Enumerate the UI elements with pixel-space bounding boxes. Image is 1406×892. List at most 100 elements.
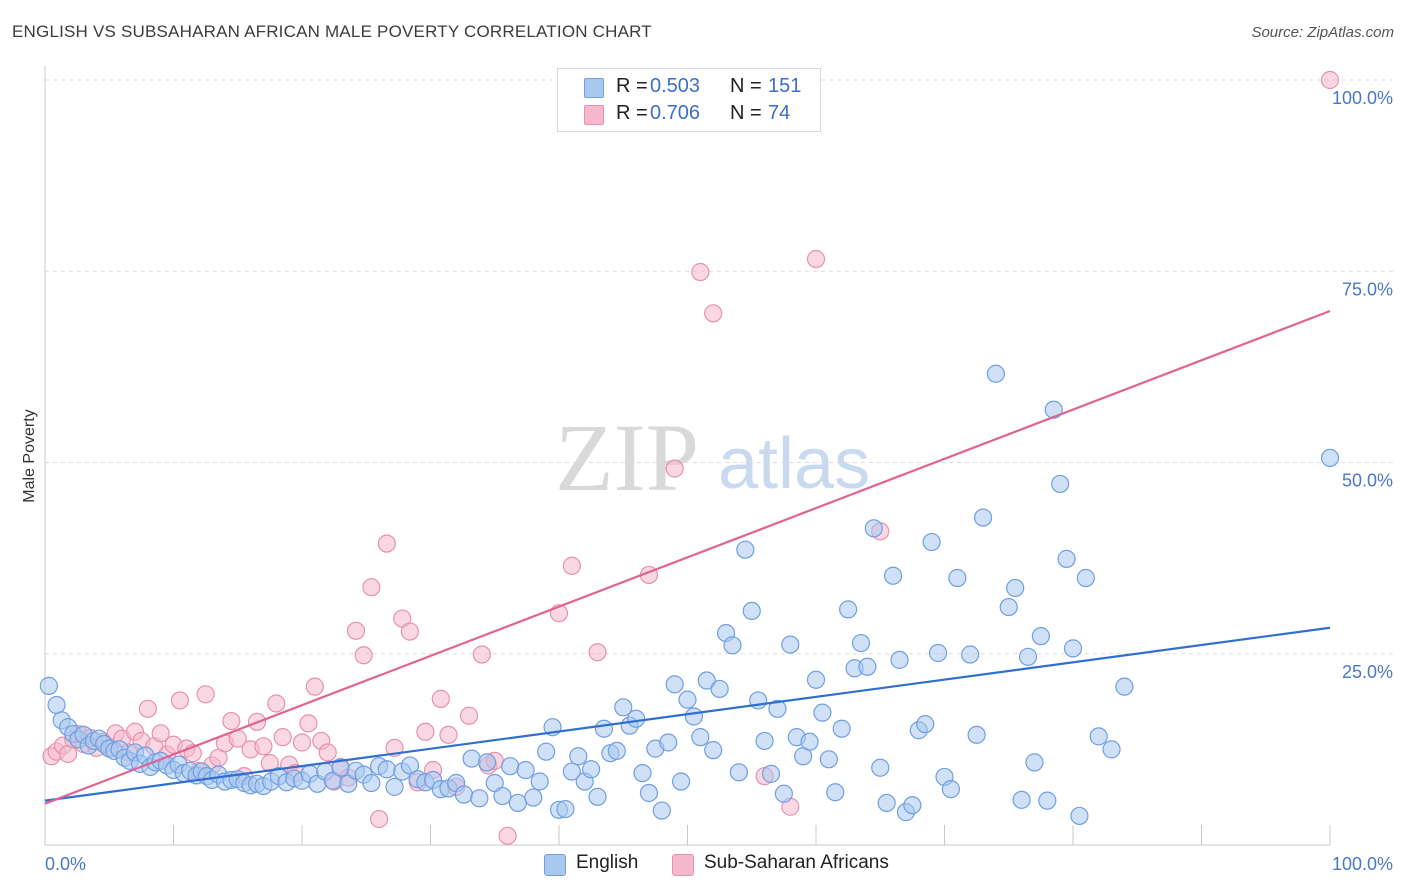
- english-point: [839, 600, 858, 619]
- subsaharan-point: [370, 809, 389, 829]
- tick-labels: 25.0% 50.0% 75.0% 100.0% 0.0% 100.0%: [45, 88, 1393, 874]
- english-point: [470, 789, 489, 808]
- english-point: [652, 801, 671, 820]
- english-point: [704, 741, 723, 760]
- english-point: [1018, 647, 1038, 666]
- y-tick-label: 25.0%: [1342, 662, 1393, 682]
- english-point: [916, 715, 935, 734]
- english-point: [723, 636, 742, 655]
- subsaharan-point: [292, 733, 312, 752]
- legend-n-value: 74: [768, 102, 791, 124]
- subsaharan-point: [254, 737, 273, 756]
- legend-r-label: R =: [616, 102, 648, 124]
- y-tick-label: 100.0%: [1332, 88, 1393, 108]
- trend-lines: [44, 310, 1331, 805]
- subsaharan-point: [704, 304, 723, 323]
- english-point: [697, 671, 716, 690]
- english-point: [1012, 790, 1031, 809]
- english-point: [999, 597, 1018, 617]
- legend-swatch-english: [584, 78, 604, 98]
- english-point: [851, 633, 871, 653]
- english-point: [755, 731, 774, 751]
- legend-n-label: N =: [730, 75, 762, 97]
- bottom-legend-swatch-subsaharan: [672, 854, 694, 876]
- english-trend-line: [44, 626, 1331, 802]
- subsaharan-point: [691, 262, 710, 282]
- english-point: [877, 793, 896, 813]
- english-point: [781, 635, 800, 654]
- english-point: [826, 783, 845, 802]
- english-point: [948, 568, 967, 588]
- legend-n-label: N =: [730, 102, 762, 124]
- subsaharan-point: [416, 722, 435, 741]
- bottom-legend-label-subsaharan: Sub-Saharan Africans: [704, 852, 889, 873]
- legend-n-value: 151: [768, 75, 802, 97]
- english-point: [556, 799, 575, 819]
- legend-r-label: R =: [616, 75, 648, 97]
- subsaharan-point: [562, 556, 581, 575]
- english-point: [806, 670, 826, 689]
- english-point: [941, 780, 961, 799]
- english-point: [903, 796, 922, 815]
- subsaharan-trend-line: [44, 310, 1331, 805]
- english-point: [400, 756, 420, 775]
- legend-r-value: 0.503: [650, 75, 701, 97]
- english-point: [800, 732, 819, 751]
- english-point: [1063, 639, 1083, 658]
- grid-lines: [45, 79, 1395, 655]
- english-point: [922, 532, 941, 552]
- english-point: [1025, 753, 1044, 772]
- y-axis-label: Male Poverty: [21, 409, 38, 502]
- english-point: [1057, 549, 1076, 568]
- english-point: [768, 699, 787, 718]
- english-point: [1320, 448, 1340, 468]
- english-point: [377, 760, 396, 779]
- subsaharan-point: [196, 685, 215, 704]
- english-point: [761, 764, 781, 783]
- subsaharan-point: [151, 724, 170, 743]
- english-point: [607, 741, 626, 761]
- english-point: [729, 763, 749, 782]
- english-point: [986, 364, 1006, 383]
- subsaharan-point: [431, 689, 450, 708]
- english-point: [569, 747, 588, 766]
- bottom-legend-swatch-english: [544, 854, 566, 876]
- subsaharan-point: [305, 677, 324, 696]
- y-tick-label: 50.0%: [1342, 471, 1393, 491]
- english-point: [454, 785, 474, 804]
- english-point: [928, 643, 948, 663]
- english-point: [362, 773, 381, 793]
- english-point: [562, 762, 581, 781]
- english-point: [614, 698, 633, 717]
- english-point: [684, 707, 704, 726]
- english-points: [39, 364, 1340, 826]
- english-point: [47, 695, 66, 715]
- english-point: [1076, 568, 1095, 588]
- english-point: [385, 777, 404, 796]
- english-point: [819, 750, 838, 769]
- subsaharan-point: [267, 694, 286, 713]
- chart-title: ENGLISH VS SUBSAHARAN AFRICAN MALE POVER…: [12, 22, 652, 41]
- english-point: [813, 703, 832, 722]
- subsaharan-point: [318, 743, 337, 762]
- english-point: [973, 508, 993, 527]
- english-point: [678, 690, 697, 709]
- x-tick-label: 0.0%: [45, 854, 86, 874]
- subsaharan-point: [260, 754, 279, 773]
- english-point: [594, 719, 614, 738]
- english-point: [858, 657, 877, 676]
- english-point: [477, 753, 497, 772]
- english-point: [691, 728, 710, 747]
- subsaharan-point: [665, 459, 684, 478]
- english-point: [864, 519, 883, 538]
- english-point: [774, 784, 793, 803]
- subsaharan-point: [588, 643, 607, 662]
- english-point: [1038, 791, 1057, 810]
- english-point: [742, 601, 761, 621]
- english-point: [537, 742, 556, 761]
- subsaharan-point: [400, 622, 420, 641]
- english-point: [1115, 677, 1134, 696]
- watermark-atlas: atlas: [718, 424, 870, 504]
- legend-r-value: 0.706: [650, 102, 701, 124]
- english-point: [736, 540, 755, 559]
